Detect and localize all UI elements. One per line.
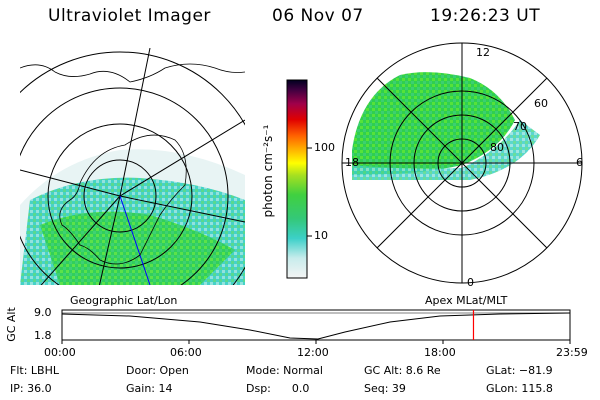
altitude-xtick-2359: 23:59 — [556, 346, 588, 359]
info-glon: GLon: 115.8 — [486, 382, 553, 395]
polar-map-label: Apex MLat/MLT — [425, 294, 508, 307]
mlat-label-80: 80 — [490, 141, 504, 154]
altitude-xtick-1200: 12:00 — [297, 346, 329, 359]
info-mode: Mode: Normal — [246, 364, 323, 377]
mlat-label-70: 70 — [513, 120, 527, 133]
altitude-ytick-9: 9.0 — [34, 306, 52, 319]
mlt-label-6: 6 — [576, 156, 583, 169]
colorbar-tick-100: 100 — [314, 141, 335, 154]
mlt-label-0: 0 — [467, 276, 474, 289]
info-gc-alt: GC Alt: 8.6 Re — [364, 364, 441, 377]
info-glat: GLat: −81.9 — [486, 364, 553, 377]
altitude-curve — [61, 312, 571, 340]
mlt-label-12: 12 — [476, 46, 490, 59]
geographic-map-label: Geographic Lat/Lon — [70, 294, 178, 307]
altitude-xtick-1800: 18:00 — [424, 346, 456, 359]
image-date: 06 Nov 07 — [272, 6, 364, 26]
polar-map — [341, 42, 583, 284]
info-ip: IP: 36.0 — [10, 382, 52, 395]
altitude-ylabel: GC Alt — [4, 307, 18, 342]
info-dsp: Dsp: 0.0 — [246, 382, 310, 395]
info-gain: Gain: 14 — [126, 382, 173, 395]
instrument-title: Ultraviolet Imager — [48, 6, 211, 26]
altitude-ytick-1: 1.8 — [34, 329, 52, 342]
altitude-xtick-0000: 00:00 — [44, 346, 76, 359]
colorbar — [286, 79, 312, 279]
info-seq: Seq: 39 — [364, 382, 406, 395]
geographic-map — [20, 48, 245, 285]
colorbar-tick-10: 10 — [314, 229, 328, 242]
info-door: Door: Open — [126, 364, 189, 377]
altitude-xtick-0600: 06:00 — [170, 346, 202, 359]
info-filter: Flt: LBHL — [10, 364, 59, 377]
colorbar-label: photon cm⁻²s⁻¹ — [261, 124, 275, 218]
mlt-label-18: 18 — [345, 156, 359, 169]
altitude-plot — [61, 309, 571, 344]
image-time: 19:26:23 UT — [430, 6, 541, 26]
mlat-label-60: 60 — [534, 97, 548, 110]
